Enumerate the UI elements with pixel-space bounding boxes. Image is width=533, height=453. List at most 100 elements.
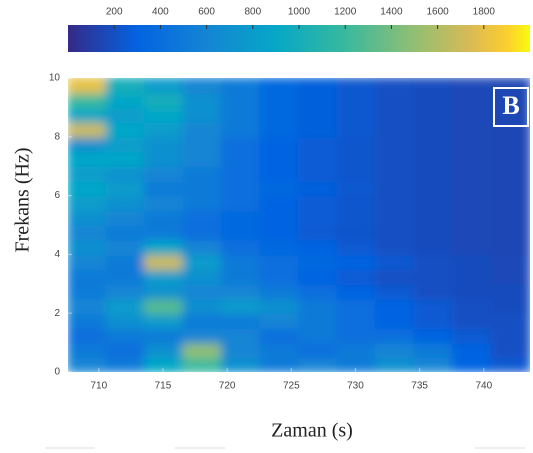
- heatmap-cell: [144, 91, 185, 109]
- heatmap-cell: [221, 121, 262, 138]
- heatmap-cell: [413, 106, 454, 124]
- heatmap-cell: [298, 238, 339, 256]
- heatmap-cell: [452, 78, 493, 94]
- heatmap-cell: [259, 106, 300, 124]
- colorbar-tick-label: 1800: [473, 7, 496, 18]
- heatmap-cell: [144, 268, 185, 285]
- heatmap-cell: [105, 106, 146, 124]
- heatmap-cell: [221, 356, 262, 372]
- heatmap-cell: [298, 297, 339, 315]
- heatmap-cell: [413, 326, 454, 344]
- heatmap-cell: [452, 356, 493, 372]
- heatmap-cell: [68, 209, 108, 226]
- heatmap-cell: [336, 150, 377, 168]
- heatmap-cell: [298, 78, 339, 94]
- annotation-box: [493, 87, 529, 127]
- heatmap-cell: [259, 253, 300, 271]
- heatmap-cell: [259, 341, 300, 359]
- colorbar-tick-label: 1600: [426, 7, 449, 18]
- heatmap-cell: [144, 121, 185, 138]
- heatmap-cell: [490, 165, 530, 182]
- heatmap-cell: [68, 312, 108, 329]
- heatmap-cell: [182, 165, 223, 182]
- heatmap-cell: [68, 253, 108, 271]
- heatmap-cell: [259, 326, 300, 344]
- heatmap-cell: [298, 224, 339, 241]
- heatmap-cell: [375, 135, 416, 153]
- heatmap-cell: [336, 238, 377, 256]
- heatmap-cell: [452, 341, 493, 359]
- heatmap-cell: [336, 224, 377, 241]
- heatmap-cell: [375, 312, 416, 329]
- heatmap-cell: [298, 135, 339, 153]
- heatmap-cell: [413, 78, 454, 94]
- heatmap-cell: [298, 165, 339, 182]
- heatmap-cell: [413, 341, 454, 359]
- heatmap-cell: [452, 282, 493, 300]
- heatmap-cell: [221, 194, 262, 212]
- heatmap-cell: [144, 297, 185, 315]
- heatmap-cell: [68, 135, 108, 153]
- heatmap-cell: [221, 78, 262, 94]
- heatmap-cell: [336, 179, 377, 197]
- heatmap-cell: [221, 282, 262, 300]
- heatmap-cell: [182, 253, 223, 271]
- heatmap-cell: [490, 209, 530, 226]
- annotation: B: [502, 91, 519, 120]
- y-axis-label: Frekans (Hz): [12, 148, 34, 253]
- x-tick-label: 735: [411, 381, 428, 392]
- heatmap-cell: [68, 224, 108, 241]
- x-tick-label: 710: [90, 381, 107, 392]
- heatmap-cell: [182, 150, 223, 168]
- heatmap-cell: [144, 341, 185, 359]
- heatmap-cell: [375, 91, 416, 109]
- heatmap-cell: [452, 194, 493, 212]
- heatmap-cell: [375, 224, 416, 241]
- heatmap-cell: [105, 356, 146, 372]
- heatmap-cell: [144, 194, 185, 212]
- heatmap-cell: [375, 268, 416, 285]
- colorbar-tick-label: 200: [106, 7, 123, 18]
- heatmap-cell: [105, 179, 146, 197]
- heatmap-cell: [490, 194, 530, 212]
- heatmap-cell: [490, 282, 530, 300]
- heatmap-cell: [490, 150, 530, 168]
- heatmap-cell: [413, 179, 454, 197]
- heatmap-cell: [490, 121, 530, 138]
- heatmap-cell: [68, 106, 108, 124]
- heatmap-cell: [298, 121, 339, 138]
- heatmap-cell: [259, 78, 300, 94]
- heatmap-cell: [413, 356, 454, 372]
- heatmap-cell: [298, 312, 339, 329]
- heatmap-cell: [452, 268, 493, 285]
- heatmap-cell: [298, 282, 339, 300]
- heatmap-cell: [259, 356, 300, 372]
- heatmap-cell: [336, 312, 377, 329]
- heatmap-cell: [105, 268, 146, 285]
- heatmap-cell: [105, 282, 146, 300]
- heatmap-cell: [298, 341, 339, 359]
- heatmap-cell: [259, 121, 300, 138]
- heatmap-cell: [375, 179, 416, 197]
- heatmap-cell: [336, 356, 377, 372]
- heatmap-cell: [298, 209, 339, 226]
- heatmap-cell: [182, 238, 223, 256]
- heatmap-cell: [375, 106, 416, 124]
- x-tick-label: 715: [155, 381, 172, 392]
- heatmap-cell: [452, 297, 493, 315]
- heatmap-cell: [375, 253, 416, 271]
- colorbar-tick-label: 800: [244, 7, 261, 18]
- heatmap-cell: [105, 165, 146, 182]
- x-tick-label: 730: [347, 381, 364, 392]
- colorbar: [68, 25, 530, 52]
- heatmap-cell: [413, 268, 454, 285]
- heatmap-cell: [413, 238, 454, 256]
- heatmap-cell: [298, 326, 339, 344]
- heatmap-cell: [105, 297, 146, 315]
- heatmap-cell: [375, 326, 416, 344]
- heatmap-cell: [490, 179, 530, 197]
- heatmap-cell: [68, 121, 108, 138]
- heatmap-cell: [336, 297, 377, 315]
- heatmap-cell: [105, 253, 146, 271]
- heatmap-cell: [221, 91, 262, 109]
